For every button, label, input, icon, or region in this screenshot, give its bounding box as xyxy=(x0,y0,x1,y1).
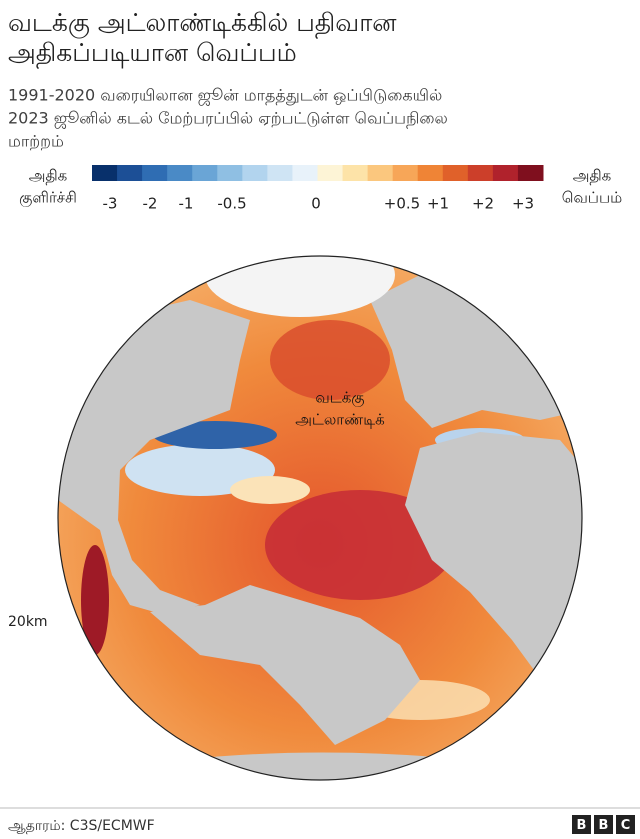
legend-swatch xyxy=(492,165,519,181)
subtitle-line: 2023 ஜூனில் கடல் மேற்பரப்பில் ஏற்பட்டுள்… xyxy=(8,109,448,129)
land xyxy=(180,752,470,780)
legend-swatch xyxy=(392,165,419,181)
legend-swatch xyxy=(442,165,469,181)
legend-swatch xyxy=(342,165,369,181)
logo-letter: B xyxy=(599,818,609,833)
legend-tick-label: +0.5 xyxy=(384,195,420,213)
land xyxy=(58,300,250,615)
title-line: அதிகப்படியான வெப்பம் xyxy=(8,38,297,69)
land xyxy=(405,432,582,690)
cold-patch xyxy=(153,421,277,449)
legend-right-label: வெப்பம் xyxy=(562,189,622,207)
legend-swatch xyxy=(242,165,268,181)
legend: -3 -2 -1 -0.5 0 +0.5 +1 +2 +3 xyxy=(92,165,544,213)
logo-box xyxy=(572,815,591,834)
land xyxy=(370,275,582,428)
legend-swatch xyxy=(467,165,494,181)
legend-swatch xyxy=(292,165,318,181)
legend-tick-label: -0.5 xyxy=(217,195,246,213)
legend-swatch xyxy=(192,165,218,181)
title-line: வடக்கு அட்லாண்டிக்கில் பதிவான xyxy=(8,8,397,39)
region-label: அட்லாண்டிக் xyxy=(295,411,385,429)
legend-tick-label: 0 xyxy=(311,195,321,213)
source: ஆதாரம்: C3S/ECMWF xyxy=(8,818,155,834)
legend-swatch xyxy=(142,165,168,181)
hot-patch xyxy=(265,490,455,600)
subtitle-line: மாற்றம் xyxy=(8,132,64,151)
legend-tick-label: -1 xyxy=(179,195,194,213)
region-label: வடக்கு xyxy=(315,389,364,408)
logo-letter: C xyxy=(621,818,631,833)
legend-swatch xyxy=(117,165,143,181)
legend-left-label: குளிர்ச்சி xyxy=(19,189,77,208)
legend-tick-label: -2 xyxy=(143,195,158,213)
logo-letter: B xyxy=(577,818,587,833)
legend-left-label: அதிக xyxy=(29,167,68,185)
legend-swatch xyxy=(317,165,344,181)
legend-swatch xyxy=(267,165,293,181)
legend-tick-label: +1 xyxy=(427,195,449,213)
legend-tick-label: +2 xyxy=(472,195,494,213)
hot-patch xyxy=(81,545,109,655)
globe-outline xyxy=(57,255,583,781)
legend-tick-label: -3 xyxy=(103,195,118,213)
globe xyxy=(58,256,582,780)
scale-label: 20km xyxy=(8,614,48,630)
legend-swatch xyxy=(92,165,118,181)
legend-tick-label: +3 xyxy=(512,195,534,213)
arctic-ice xyxy=(205,256,395,317)
legend-swatch xyxy=(417,165,444,181)
land xyxy=(150,585,420,745)
legend-swatch xyxy=(517,165,544,181)
legend-swatch xyxy=(217,165,243,181)
logo-box xyxy=(616,815,635,834)
logo-box xyxy=(594,815,613,834)
legend-right-label: அதிக xyxy=(573,167,612,185)
mild-patch xyxy=(230,476,310,504)
hot-patch xyxy=(270,320,390,400)
subtitle-line: 1991-2020 வரையிலான ஜூன் மாதத்துடன் ஒப்பி… xyxy=(8,86,442,106)
legend-swatch xyxy=(367,165,394,181)
legend-swatch xyxy=(167,165,193,181)
